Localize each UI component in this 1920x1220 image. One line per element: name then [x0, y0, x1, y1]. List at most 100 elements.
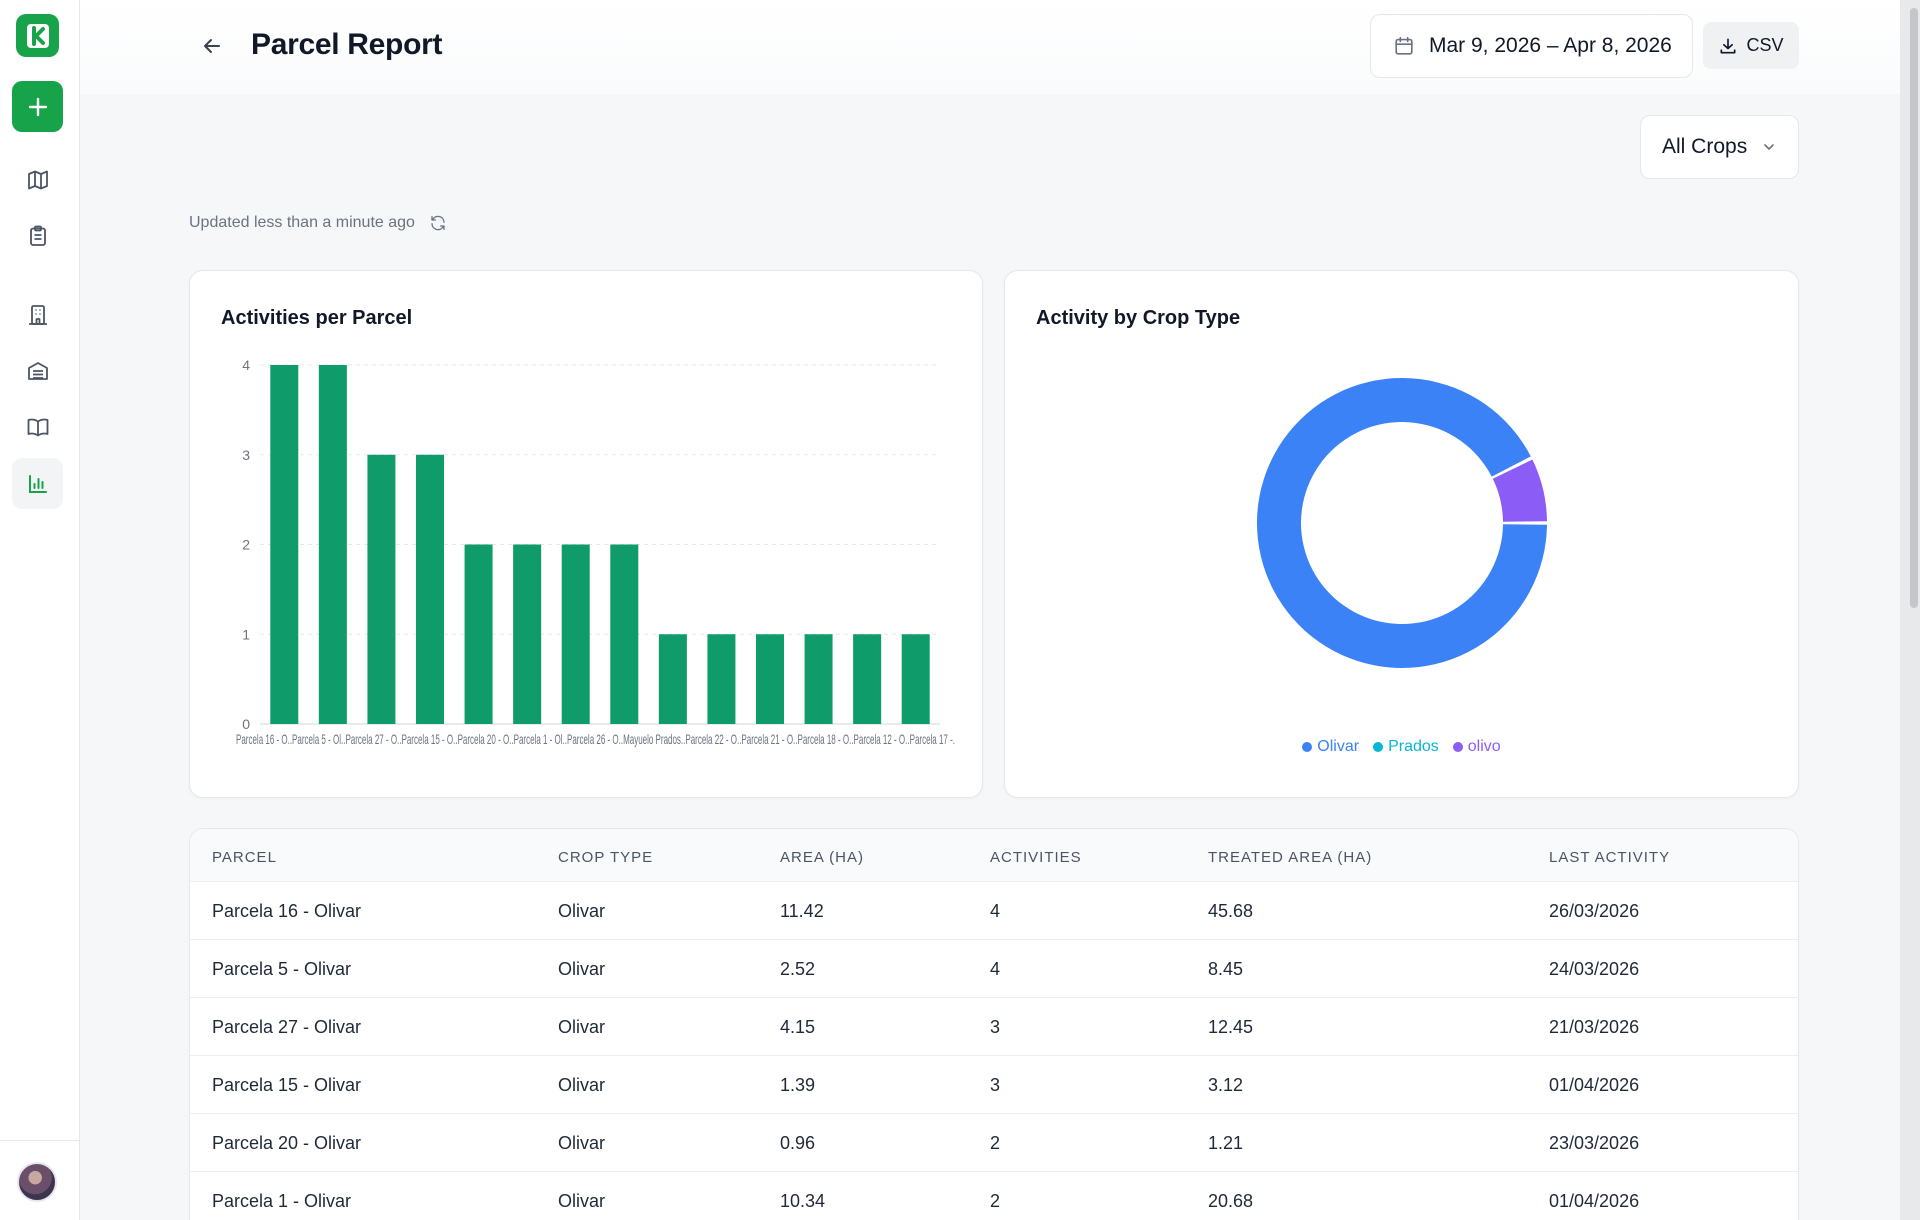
scrollbar-thumb[interactable] — [1910, 8, 1918, 608]
table-cell: Parcela 16 - Olivar — [212, 901, 362, 921]
bar[interactable] — [853, 634, 882, 724]
table-cell: 01/04/2026 — [1549, 1191, 1640, 1211]
legend-dot — [1302, 742, 1313, 752]
table-row[interactable]: Parcela 27 - Olivar Olivar 4.15 3 12.45 21/03… — [190, 998, 1798, 1056]
column-header[interactable]: ACTIVITIES — [990, 849, 1082, 866]
table-cell: Parcela 20 - Olivar — [212, 1133, 362, 1153]
bar[interactable] — [318, 365, 347, 724]
date-range-picker[interactable]: Mar 9, 2026 – Apr 8, 2026 — [1370, 14, 1693, 78]
nav-item-reports[interactable] — [12, 458, 63, 509]
table-cell: 2 — [990, 1133, 1001, 1153]
table-cell: 2.52 — [780, 959, 816, 979]
table-row[interactable]: Parcela 5 - Olivar Olivar 2.52 4 8.45 24/03/2… — [190, 940, 1798, 998]
bar[interactable] — [270, 365, 299, 724]
y-tick-label: 0 — [242, 716, 250, 732]
updated-text: Updated less than a minute ago — [189, 214, 415, 231]
book-icon — [27, 418, 48, 436]
bar[interactable] — [367, 454, 396, 724]
avatar[interactable] — [17, 1162, 57, 1202]
y-tick-label: 3 — [242, 447, 250, 463]
column-header[interactable]: LAST ACTIVITY — [1549, 849, 1671, 866]
nav-item-buildings[interactable] — [12, 289, 63, 340]
k-logo-glyph — [26, 23, 49, 48]
legend-label: Olivar — [1317, 738, 1360, 755]
column-header[interactable]: CROP TYPE — [558, 849, 654, 866]
table-cell: 2 — [990, 1191, 1001, 1211]
bar[interactable] — [756, 634, 784, 724]
table-cell: Olivar — [558, 1017, 606, 1037]
table-cell: 3 — [990, 1075, 1001, 1095]
bar[interactable] — [416, 454, 444, 724]
legend-item[interactable]: olivo — [1452, 738, 1501, 756]
bar-chart: 0 1 2 3 4 Parcela 16 - O..Parcela 5 - Ol..Par… — [236, 357, 955, 747]
bar[interactable] — [707, 634, 736, 724]
table-cell: 3 — [990, 1017, 1001, 1037]
table-cell: 8.45 — [1208, 959, 1244, 979]
table-cell: 21/03/2026 — [1549, 1017, 1640, 1037]
table-cell: 26/03/2026 — [1549, 901, 1640, 921]
legend-dot — [1452, 742, 1463, 752]
table-cell: Parcela 1 - Olivar — [212, 1191, 352, 1211]
arrow-left-icon — [204, 39, 220, 53]
table-cell: 0.96 — [780, 1133, 816, 1153]
k-logo-icon[interactable] — [16, 14, 59, 57]
table-row[interactable]: Parcela 16 - Olivar Olivar 11.42 4 45.68 26/0… — [190, 882, 1798, 940]
bar[interactable] — [901, 634, 930, 724]
table-cell: Olivar — [558, 901, 606, 921]
clipboard-icon — [29, 225, 46, 246]
back-button[interactable] — [196, 30, 228, 62]
crop-filter-select[interactable]: All Crops — [1640, 115, 1799, 179]
bar[interactable] — [464, 544, 493, 725]
bar[interactable] — [513, 544, 542, 725]
table-cell: 10.34 — [780, 1191, 826, 1211]
table-cell: 01/04/2026 — [1549, 1075, 1640, 1095]
column-header[interactable]: PARCEL — [212, 849, 277, 866]
update-status: Updated less than a minute ago — [189, 214, 447, 232]
nav-item-library[interactable] — [12, 401, 63, 452]
bar-chart-title: Activities per Parcel — [221, 307, 413, 329]
page-title: Parcel Report — [251, 28, 443, 61]
table-cell: 20.68 — [1208, 1191, 1254, 1211]
bar[interactable] — [658, 634, 687, 724]
table-cell: 24/03/2026 — [1549, 959, 1640, 979]
table-row[interactable]: Parcela 1 - Olivar Olivar 10.34 2 20.68 01/04… — [190, 1172, 1798, 1220]
legend-item[interactable]: Olivar — [1302, 738, 1359, 756]
table-row[interactable]: Parcela 15 - Olivar Olivar 1.39 3 3.12 01/04/… — [190, 1056, 1798, 1114]
column-header[interactable]: TREATED AREA (HA) — [1208, 849, 1373, 866]
table-cell: 3.12 — [1208, 1075, 1244, 1095]
y-tick-label: 4 — [242, 357, 250, 373]
bar-chart-card: Activities per Parcel 0 1 2 3 4 Parcela 16 - … — [189, 270, 983, 798]
legend-item[interactable]: Prados — [1373, 738, 1439, 756]
csv-export-button[interactable]: CSV — [1703, 22, 1799, 69]
add-button[interactable] — [12, 81, 63, 132]
nav-item-tasks[interactable] — [12, 210, 63, 261]
nav-item-warehouse[interactable] — [12, 345, 63, 396]
x-tick-labels: Parcela 16 - O..Parcela 5 - Ol..Parcela … — [236, 731, 955, 747]
column-header[interactable]: AREA (HA) — [780, 849, 865, 866]
table-cell: Olivar — [558, 959, 606, 979]
pie-legend: Olivar Prados olivo — [1004, 738, 1799, 756]
y-tick-label: 2 — [242, 537, 250, 553]
donut-slice[interactable] — [1257, 378, 1547, 669]
parcel-table: PARCEL CROP TYPE AREA (HA) ACTIVITIES TREATE… — [189, 828, 1799, 1220]
csv-label: CSV — [1746, 35, 1784, 55]
download-icon — [1720, 38, 1736, 54]
donut-chart — [1257, 378, 1547, 669]
sidebar — [0, 0, 80, 1220]
table-cell: 12.45 — [1208, 1017, 1254, 1037]
refresh-button[interactable] — [429, 214, 447, 232]
table-cell: Parcela 15 - Olivar — [212, 1075, 362, 1095]
table-cell: 1.21 — [1208, 1133, 1244, 1153]
nav-item-map[interactable] — [12, 154, 63, 205]
calendar-icon — [1395, 36, 1413, 55]
table-header: PARCEL CROP TYPE AREA (HA) ACTIVITIES TREATE… — [190, 829, 1798, 882]
bar[interactable] — [804, 634, 833, 724]
donut-slice[interactable] — [1492, 459, 1547, 522]
table-row[interactable]: Parcela 20 - Olivar Olivar 0.96 2 1.21 23/03/… — [190, 1114, 1798, 1172]
legend-label: Prados — [1388, 738, 1439, 755]
bar-chart-icon — [28, 474, 47, 493]
building-icon — [28, 304, 47, 325]
bar[interactable] — [610, 544, 639, 725]
bar[interactable] — [561, 544, 590, 725]
map-icon — [27, 170, 48, 189]
